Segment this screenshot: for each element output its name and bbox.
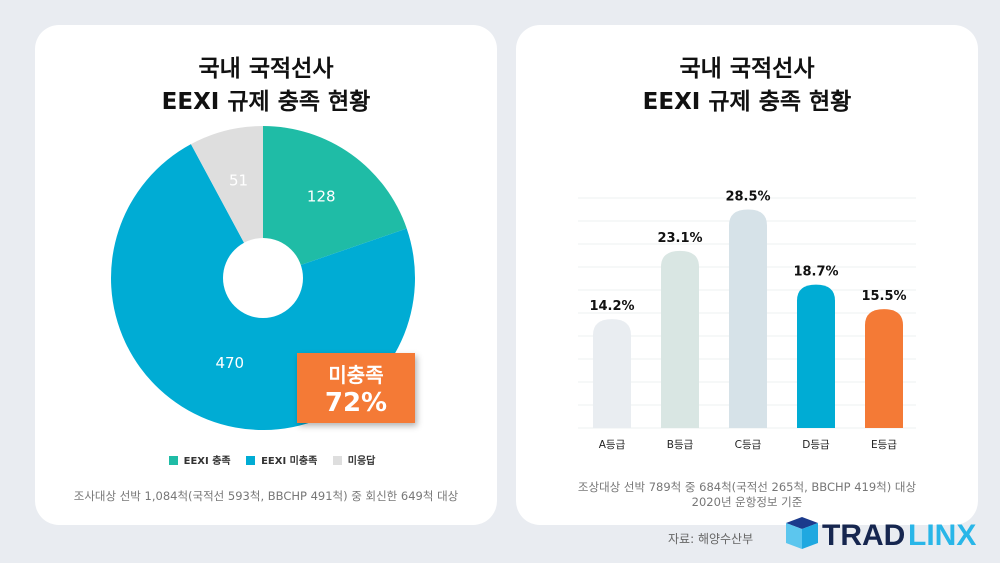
svg-text:LINX: LINX — [908, 519, 976, 552]
slice-label-1: 470 — [215, 354, 244, 372]
bar-value-label: 18.7% — [793, 265, 838, 280]
legend: EEXI 충족 EEXI 미충족 미응답 — [35, 452, 497, 467]
pie-title: 국내 국적선사 EEXI 규제 충족 현황 — [161, 56, 371, 115]
bar-chart: 14.2% A등급 23.1% B등급 28.5% C등급 18.7% D등급 15.5% E등급 — [578, 190, 916, 451]
legend-swatch-noresponse — [332, 456, 342, 465]
legend-swatch-met — [168, 456, 178, 465]
category-label: A등급 — [599, 439, 626, 451]
pie-slice-0 — [263, 126, 407, 278]
unmet-badge: 미충족 72% — [297, 353, 415, 423]
bar-card: 국내 국적선사 EEXI 규제 충족 현황 14.2% A등급 23.1% B등급 28.… — [516, 25, 978, 525]
category-label: B등급 — [667, 439, 694, 451]
bar-value-label: 15.5% — [861, 289, 906, 304]
slice-label-0: 128 — [307, 187, 336, 205]
category-label: D등급 — [802, 439, 830, 451]
bar-value-label: 28.5% — [725, 190, 770, 205]
pie-card: 국내 국적선사 EEXI 규제 충족 현황 128 470 51 미충족 72% EEX… — [35, 25, 497, 525]
pie-chart: 128 470 51 — [110, 126, 415, 430]
bar-1 — [661, 250, 699, 428]
pie-slice-2 — [190, 126, 263, 278]
slice-label-2: 51 — [229, 172, 248, 190]
category-label: E등급 — [871, 439, 897, 451]
bar-3 — [797, 284, 835, 428]
tradlinx-logo: TRAD LINX — [784, 515, 984, 559]
source: 자료: 해양수산부 — [668, 532, 754, 546]
pie-note: 조사대상 선박 1,084척(국적선 593척, BBCHP 491척) 중 회… — [73, 489, 459, 503]
bar-value-label: 14.2% — [589, 299, 634, 314]
bar-value-label: 23.1% — [657, 231, 702, 246]
svg-text:TRAD: TRAD — [822, 519, 905, 552]
bar-0 — [593, 319, 631, 428]
bar-4 — [865, 309, 903, 428]
bar-note: 조상대상 선박 789척 중 684척(국적선 265척, BBCHP 419척… — [577, 480, 917, 509]
bar-2 — [729, 209, 767, 428]
bar-title: 국내 국적선사 EEXI 규제 충족 현황 — [642, 56, 852, 115]
category-label: C등급 — [735, 439, 762, 451]
donut-hole — [223, 238, 303, 318]
legend-swatch-unmet — [246, 456, 256, 465]
